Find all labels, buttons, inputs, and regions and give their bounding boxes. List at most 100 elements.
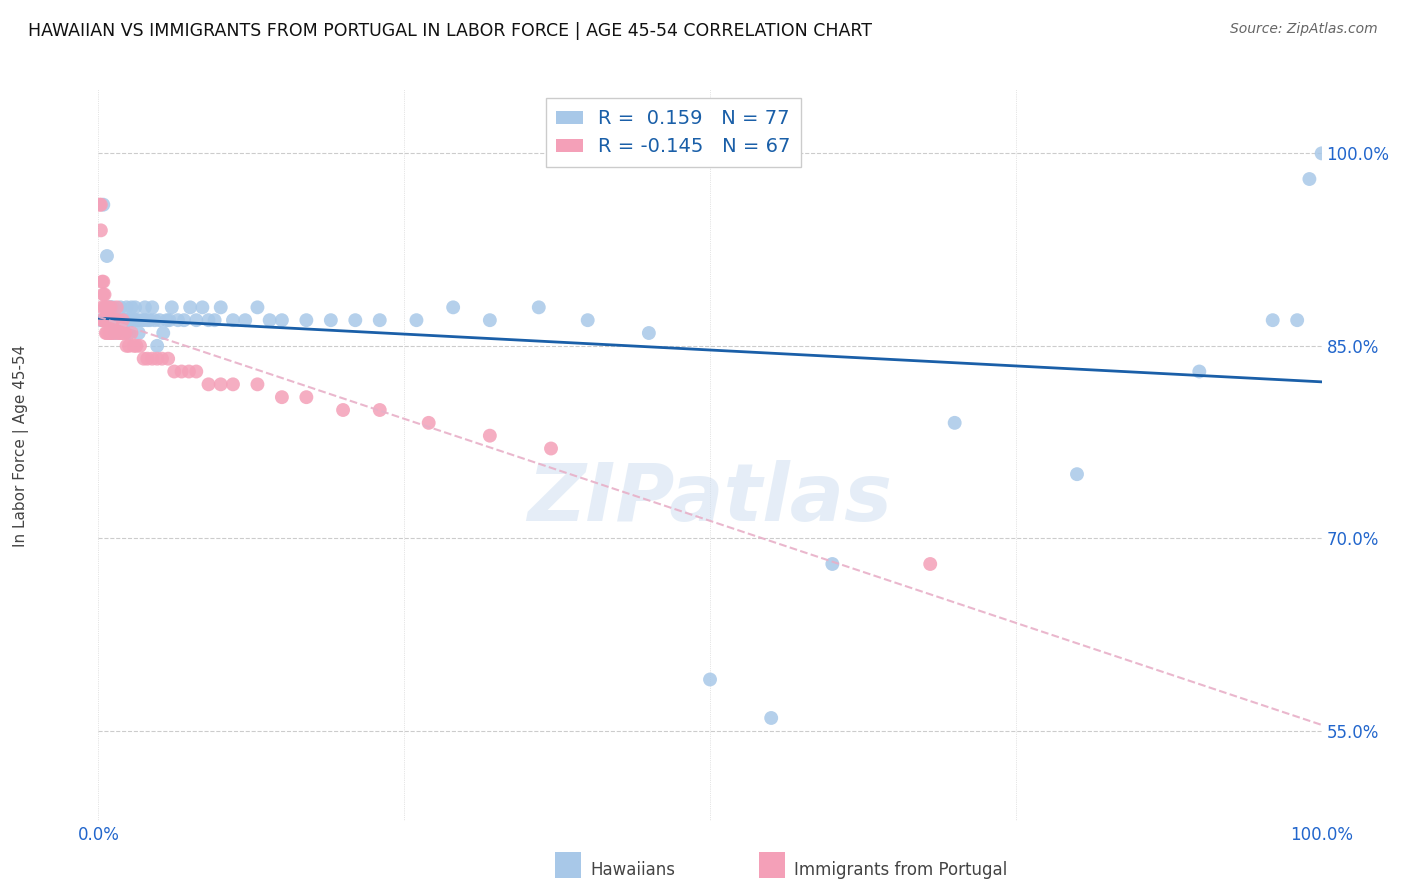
Point (540, 442, 562, 456)
Point (120, 301, 142, 315)
Point (91, 313, 114, 327)
Point (943, 416, 966, 430)
Point (179, 301, 201, 315)
Point (146, 339, 169, 353)
Text: In Labor Force | Age 45-54: In Labor Force | Age 45-54 (13, 345, 30, 547)
Point (1310, 146, 1333, 161)
Point (638, 326, 661, 340)
Point (118, 326, 141, 340)
Point (105, 326, 128, 340)
Point (197, 377, 219, 392)
Point (143, 313, 166, 327)
Point (97, 313, 120, 327)
Point (93, 301, 115, 315)
Point (110, 326, 132, 340)
Point (128, 326, 150, 340)
Point (111, 313, 134, 327)
Point (115, 301, 138, 315)
Point (136, 351, 159, 366)
Point (125, 339, 148, 353)
Point (222, 313, 245, 327)
Point (96, 301, 118, 315)
Point (920, 557, 942, 571)
Point (699, 673, 721, 687)
Point (104, 326, 127, 340)
Point (418, 416, 440, 430)
Point (295, 390, 318, 404)
Point (90, 313, 112, 327)
Point (91, 275, 114, 289)
Point (1286, 313, 1309, 327)
Point (124, 301, 146, 315)
Point (97, 301, 120, 315)
Point (107, 313, 129, 327)
Point (478, 313, 501, 327)
Point (98, 301, 121, 315)
Point (132, 313, 155, 327)
Point (101, 313, 124, 327)
Point (368, 403, 391, 417)
Point (186, 364, 208, 378)
Point (91, 313, 114, 327)
Point (108, 326, 131, 340)
Point (96, 326, 118, 340)
Point (111, 326, 134, 340)
Point (104, 313, 127, 327)
Point (89, 197, 111, 211)
Point (246, 301, 269, 315)
Point (100, 313, 122, 327)
Point (527, 301, 550, 315)
Point (156, 313, 179, 327)
Text: ZIPatlas: ZIPatlas (527, 459, 893, 538)
Point (478, 428, 501, 442)
Point (93, 287, 115, 301)
Point (91, 275, 114, 289)
Point (101, 326, 124, 340)
Point (100, 301, 122, 315)
Point (118, 339, 141, 353)
Point (141, 301, 163, 315)
Point (120, 326, 142, 340)
Point (149, 313, 172, 327)
Point (129, 313, 152, 327)
Point (150, 351, 173, 366)
Point (295, 313, 318, 327)
Point (96, 313, 118, 327)
Point (197, 313, 219, 327)
Point (112, 313, 135, 327)
Point (97, 313, 120, 327)
Point (1261, 313, 1284, 327)
Point (157, 351, 180, 366)
Point (110, 301, 132, 315)
Point (108, 313, 131, 327)
Point (405, 313, 427, 327)
Point (121, 313, 143, 327)
Point (96, 249, 118, 263)
Point (98, 326, 121, 340)
Point (146, 351, 169, 366)
Point (141, 351, 163, 366)
Point (209, 377, 232, 392)
Bar (555, 853, 581, 878)
Point (191, 301, 214, 315)
Point (170, 364, 193, 378)
Point (120, 313, 142, 327)
Point (125, 313, 148, 327)
Point (186, 313, 208, 327)
Point (1066, 467, 1088, 482)
Point (167, 313, 190, 327)
Point (132, 351, 155, 366)
Text: Hawaiians: Hawaiians (591, 861, 675, 879)
Point (821, 557, 844, 571)
Point (94, 301, 117, 315)
Text: HAWAIIAN VS IMMIGRANTS FROM PORTUGAL IN LABOR FORCE | AGE 45-54 CORRELATION CHAR: HAWAIIAN VS IMMIGRANTS FROM PORTUGAL IN … (28, 22, 872, 40)
Point (94, 301, 117, 315)
Point (157, 313, 180, 327)
Point (1188, 364, 1211, 378)
Point (114, 313, 136, 327)
Point (177, 364, 200, 378)
Point (127, 313, 149, 327)
Point (344, 313, 367, 327)
Point (441, 301, 464, 315)
Point (761, 711, 783, 725)
